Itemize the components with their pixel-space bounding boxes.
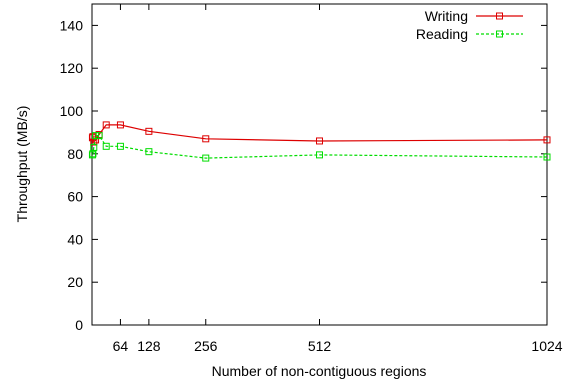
data-point-reading — [92, 132, 100, 140]
y-tick-label: 20 — [67, 274, 83, 290]
legend-marker-writing — [496, 12, 503, 20]
data-point-writing — [92, 136, 100, 144]
x-axis-label: Number of non-contiguous regions — [212, 363, 427, 379]
data-point-writing — [543, 136, 551, 144]
data-point-reading — [90, 143, 98, 151]
y-axis-ticks: 0 20 40 60 80 100 120 140 — [60, 17, 547, 333]
data-point-writing — [102, 121, 110, 129]
data-point-writing — [316, 137, 323, 145]
y-tick-label: 100 — [60, 103, 84, 119]
y-tick-label: 40 — [67, 231, 83, 247]
series-layer — [88, 121, 551, 162]
legend-marker-reading — [496, 30, 503, 38]
x-tick-label: 128 — [137, 338, 161, 354]
data-point-reading — [316, 151, 323, 159]
y-tick-label: 120 — [60, 60, 84, 76]
data-point-reading — [95, 132, 103, 140]
data-point-reading — [116, 142, 124, 150]
data-point-reading — [102, 142, 110, 150]
y-tick-label: 140 — [60, 17, 84, 33]
x-tick-label: 64 — [113, 338, 129, 354]
x-tick-label: 1024 — [531, 338, 562, 354]
data-point-reading — [543, 153, 551, 161]
y-tick-label: 0 — [75, 317, 83, 333]
data-point-writing — [145, 127, 153, 135]
data-point-reading — [145, 148, 153, 156]
series-line-writing — [91, 124, 548, 144]
data-point-writing — [116, 121, 124, 129]
series-line-reading — [91, 135, 548, 159]
x-axis-ticks: 64 128 256 512 1024 — [113, 4, 563, 354]
data-point-reading — [202, 154, 210, 162]
data-point-writing — [202, 135, 210, 143]
y-axis-label: Throughput (MB/s) — [14, 106, 30, 223]
x-tick-label: 512 — [308, 338, 332, 354]
y-tick-label: 60 — [67, 189, 83, 205]
legend-label-reading: Reading — [416, 26, 468, 42]
plot-frame — [91, 3, 548, 326]
y-tick-label: 80 — [67, 146, 83, 162]
legend-label-writing: Writing — [425, 8, 468, 24]
x-tick-label: 256 — [194, 338, 218, 354]
legend: Writing Reading — [416, 8, 523, 42]
